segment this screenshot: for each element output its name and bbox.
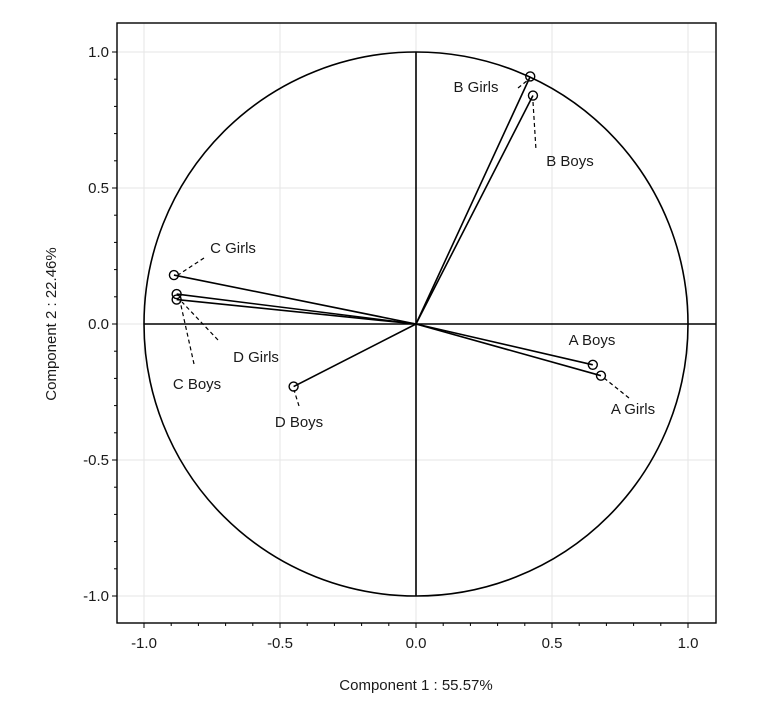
- point-marker-1: [527, 90, 539, 101]
- vector-3: [176, 293, 417, 325]
- point-marker-5: [288, 381, 299, 392]
- y-tick-label-3: -0.5: [83, 452, 109, 469]
- vector-2: [173, 274, 417, 325]
- point-marker-0: [525, 71, 536, 82]
- point-label-7: A Girls: [611, 401, 655, 418]
- leader-line-4: [181, 301, 219, 341]
- point-label-0: B Girls: [454, 79, 499, 96]
- vector-0: [415, 76, 531, 325]
- point-label-6: A Boys: [569, 332, 616, 349]
- x-axis-title: Component 1 : 55.57%: [339, 677, 492, 694]
- labels-layer: B Girls B Boys C Girls C Boys D Girls D Boys A…: [173, 79, 655, 431]
- y-tick-label-2: 0.0: [88, 316, 109, 333]
- x-tick-label-1: -0.5: [267, 635, 293, 652]
- point-label-2: C Girls: [210, 240, 256, 257]
- leader-line-2: [177, 257, 205, 276]
- x-tick-label-2: 0.0: [406, 635, 427, 652]
- vector-4: [176, 298, 417, 325]
- point-label-1: B Boys: [546, 153, 594, 170]
- vector-7: [415, 323, 602, 377]
- leader-line-0: [517, 79, 529, 89]
- y-tick-label-0: 1.0: [88, 44, 109, 61]
- point-marker-7: [595, 370, 607, 381]
- leader-line-3: [179, 300, 195, 365]
- point-label-5: D Boys: [275, 414, 323, 431]
- vector-5: [293, 323, 417, 388]
- vector-6: [415, 323, 593, 366]
- x-tick-label-3: 0.5: [542, 635, 563, 652]
- axes-layer: -1.0 -0.5 0.0 0.5 1.0 1.0 0.5 0.0 -0.5 -1.0: [83, 22, 717, 652]
- leader-line-1: [532, 101, 537, 151]
- point-label-3: C Boys: [173, 376, 221, 393]
- y-axis-title: Component 2 : 22.46%: [43, 247, 60, 400]
- leader-line-5: [293, 389, 300, 407]
- point-marker-4: [171, 294, 182, 305]
- vector-1: [415, 95, 534, 325]
- vectors-layer: [168, 71, 607, 392]
- x-tick-label-0: -1.0: [131, 635, 157, 652]
- y-tick-label-1: 0.5: [88, 180, 109, 197]
- point-marker-3: [171, 288, 182, 300]
- y-tick-label-4: -1.0: [83, 588, 109, 605]
- point-marker-6: [587, 359, 598, 370]
- leader-line-7: [603, 377, 630, 399]
- x-tick-label-4: 1.0: [678, 635, 699, 652]
- point-label-4: D Girls: [233, 349, 279, 366]
